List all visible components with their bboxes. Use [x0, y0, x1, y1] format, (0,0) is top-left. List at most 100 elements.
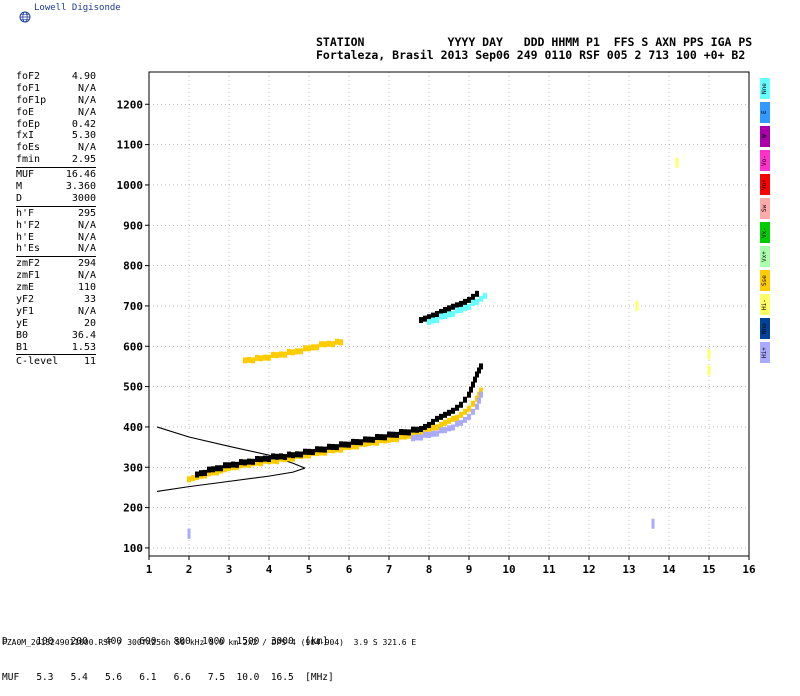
echo-point [431, 317, 435, 324]
header-labels: STATION YYYY DAY DDD HHMM P1 FFS S AXN P… [316, 35, 753, 49]
param-value: 4.90 [71, 71, 96, 82]
echo-point [475, 371, 479, 378]
echo-point [427, 425, 431, 432]
echo-point [287, 455, 291, 462]
y-tick-label: 400 [123, 421, 143, 434]
echo-point [283, 351, 287, 358]
echo-point [303, 448, 307, 455]
echo-point [447, 417, 451, 424]
echo-point [459, 419, 463, 426]
echo-point [419, 317, 423, 324]
echo-point [339, 441, 343, 448]
echo-point [239, 459, 243, 466]
legend-label: Vx+ [761, 251, 768, 262]
echo-point [459, 401, 463, 408]
echo-point [371, 436, 375, 443]
echo-point [443, 419, 447, 426]
echo-point [367, 440, 371, 447]
echo-point [391, 436, 395, 443]
echo-point [467, 413, 471, 420]
legend-swatch: W [760, 126, 770, 147]
echo-point [303, 345, 307, 352]
echo-point [247, 356, 251, 363]
echo-point [477, 367, 481, 374]
echo-point [435, 311, 439, 317]
echo-point [299, 348, 303, 355]
echo-point [247, 461, 251, 468]
param-value: 5.30 [71, 130, 96, 142]
param-name: yF2 [16, 294, 35, 306]
param-name: foEs [16, 142, 41, 154]
echo-point [383, 434, 387, 441]
y-tick-label: 100 [123, 542, 143, 555]
param-name: zmE [16, 282, 35, 294]
echo-point [263, 354, 267, 361]
echo-point [475, 298, 479, 305]
echo-point [239, 462, 243, 469]
echo-point [423, 431, 427, 438]
legend-label: Hi+ [761, 347, 768, 358]
echo-point [435, 430, 439, 437]
echo-point [467, 405, 471, 412]
param-name: h'F2 [16, 219, 41, 231]
file-info: FZA0M_2013249011000.RSF / 300fx256h 50 k… [2, 638, 417, 647]
echo-point [287, 451, 291, 458]
legend-label: Vo- [761, 155, 768, 166]
muf-row: MUF 5.3 5.4 5.6 6.1 6.6 7.5 10.0 16.5 [M… [2, 672, 334, 683]
echo-point [291, 455, 295, 462]
param-row: fxI 5.30 [16, 130, 96, 142]
echo-point [443, 313, 447, 320]
echo-point [211, 469, 215, 476]
echo-point [267, 354, 271, 361]
y-tick-label: 700 [123, 300, 143, 313]
param-name: C-level [16, 356, 59, 368]
ionogram-chart: 1 2 3 4 5 6 7 8 9 10 11 12 13 14 15 1610020030040050060… [117, 71, 756, 576]
legend-label: Nno [761, 323, 768, 334]
echo-point [455, 404, 459, 411]
x-tick-label: 6 [346, 563, 353, 576]
param-row: M 3.360 [16, 181, 96, 193]
x-tick-label: 8 [426, 563, 433, 576]
echo-point [243, 357, 247, 364]
echo-point [423, 423, 427, 430]
echo-point [215, 465, 219, 472]
param-value: 11 [83, 356, 96, 368]
echo-point [323, 341, 327, 348]
echo-point [275, 352, 279, 359]
echo-point [399, 429, 403, 436]
echo-point [467, 391, 471, 398]
param-name: foF2 [16, 71, 41, 82]
echo-point [415, 434, 419, 441]
x-tick-label: 2 [186, 563, 193, 576]
globe-icon [19, 11, 31, 23]
echo-point [419, 425, 423, 432]
echo-point [323, 446, 327, 453]
param-value: N/A [77, 82, 96, 94]
legend-swatch: Nne [760, 78, 770, 99]
echo-point [459, 306, 463, 313]
param-name: yF1 [16, 305, 35, 317]
profile-curve-upper [156, 426, 306, 469]
echo-point [477, 397, 481, 404]
axis-ticks: 1 2 3 4 5 6 7 8 9 10 11 12 13 14 15 1610020030040050060… [117, 98, 756, 576]
profile-curve [156, 426, 306, 493]
echo-point [427, 319, 431, 326]
echo-point [255, 456, 259, 463]
param-divider [16, 205, 96, 207]
echo-point [351, 443, 355, 450]
echo-point [319, 449, 323, 456]
echo-point [471, 299, 475, 306]
echo-point [411, 431, 415, 438]
echo-point [403, 429, 407, 436]
echo-point [427, 314, 431, 321]
echo-point [387, 436, 391, 443]
echo-point [259, 460, 263, 467]
param-value: N/A [77, 106, 96, 118]
echo-point [479, 295, 483, 302]
echo-point [199, 470, 203, 477]
echo-point [463, 396, 467, 403]
echo-point [363, 436, 367, 443]
echo-point [343, 441, 347, 448]
legend-swatch: Hi- [760, 294, 770, 315]
distance-row: D 100 200 400 600 800 1000 1500 3000 [km… [2, 636, 329, 647]
